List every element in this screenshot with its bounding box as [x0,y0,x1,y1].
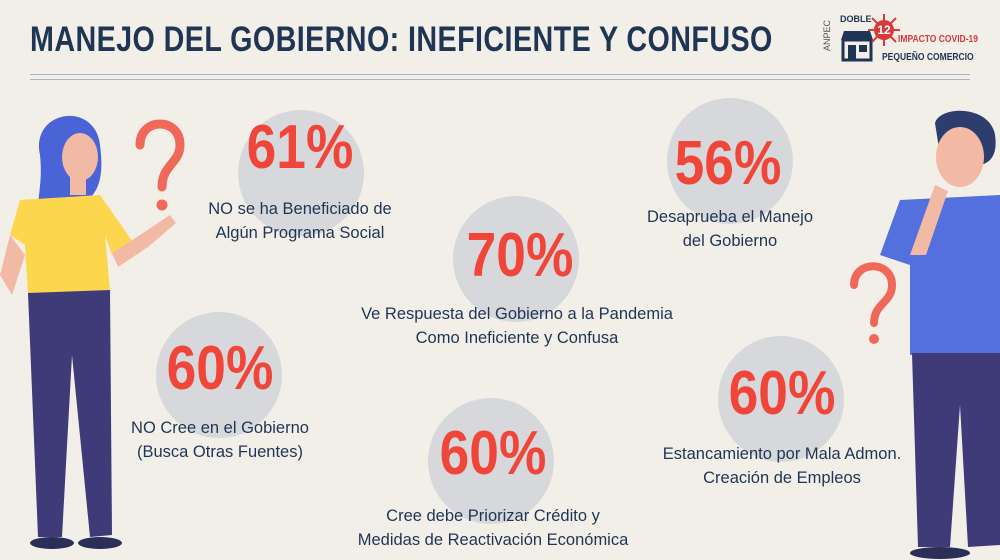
stat-desc-no-cree: NO Cree en el Gobierno (Busca Otras Fuen… [70,416,370,464]
logo-line1: IMPACTO COVID-19 [898,34,978,45]
title-divider-bottom [30,79,970,80]
stat-desc-line2: Como Ineficiente y Confusa [415,329,619,347]
page-title: MANEJO DEL GOBIERNO: INEFICIENTE Y CONFU… [30,20,773,59]
stat-desc-beneficiado: NO se ha Beneficiado de Algún Programa S… [150,197,450,245]
stat-value-beneficiado: 61% [246,113,354,182]
stat-desc-line2: del Gobierno [682,232,778,250]
stat-desc-desaprueba: Desaprueba el Manejo del Gobierno [580,205,880,253]
logo-vertical-text: ANPEC [822,20,832,52]
stat-desc-line1: NO Cree en el Gobierno [131,419,309,437]
stat-value-no-cree: 60% [166,334,274,403]
title-divider-top [30,74,970,75]
stat-value-estancamiento: 60% [728,359,836,428]
stat-value-desaprueba: 56% [674,129,782,198]
shop-icon [841,31,873,62]
anpec-logo: ANPEC DOBLE 12 IMPACTO COVID-19 PEQUEÑO … [822,12,982,70]
woman-illustration [0,115,185,549]
logo-number: 12 [874,20,894,40]
stat-desc-estancamiento: Estancamiento por Mala Admon. Creación d… [632,442,932,490]
stat-desc-line2: (Busca Otras Fuentes) [137,443,303,461]
stat-circle [667,98,793,224]
stat-desc-line1: Ve Respuesta del Gobierno a la Pandemia [361,305,673,323]
stat-desc-priorizar: Cree debe Priorizar Crédito y Medidas de… [293,504,693,552]
logo-brand: DOBLE [840,14,872,24]
stat-desc-line2: Algún Programa Social [215,224,385,242]
stat-circle [453,196,579,322]
stat-circle [156,312,282,438]
stat-value-priorizar: 60% [439,419,547,488]
stat-circle [718,336,844,462]
stat-desc-line2: Creación de Empleos [703,469,861,487]
stat-circle [238,110,364,236]
stat-desc-line1: NO se ha Beneficiado de [208,200,392,218]
stat-desc-line1: Estancamiento por Mala Admon. [662,445,902,463]
stat-desc-respuesta: Ve Respuesta del Gobierno a la Pandemia … [317,302,717,350]
stat-desc-line2: Medidas de Reactivación Económica [357,531,629,549]
stat-desc-line1: Desaprueba el Manejo [646,208,814,226]
stat-circle [428,398,554,524]
logo-line2: PEQUEÑO COMERCIO [882,52,974,63]
stat-desc-line1: Cree debe Priorizar Crédito y [386,507,600,525]
stat-value-respuesta: 70% [466,221,574,290]
man-illustration [850,110,1000,559]
